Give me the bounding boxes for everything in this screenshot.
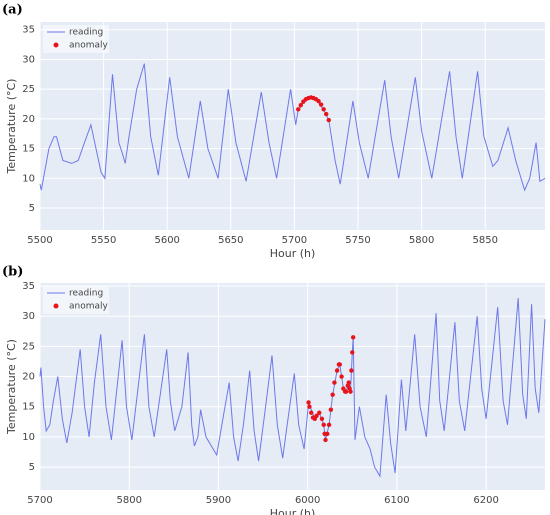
x-tick-label: 5700 xyxy=(282,235,307,246)
anomaly-point xyxy=(318,102,324,107)
anomaly-point xyxy=(316,98,321,104)
x-tick-label: 5800 xyxy=(116,495,141,506)
legend-swatch xyxy=(53,42,59,48)
y-tick-label: 30 xyxy=(22,54,35,65)
anomaly-point xyxy=(326,422,332,428)
y-tick-label: 25 xyxy=(22,84,35,95)
y-tick-label: 5 xyxy=(29,203,35,214)
anomaly-point xyxy=(332,380,337,385)
plot-background xyxy=(40,22,545,230)
y-tick-label: 25 xyxy=(22,341,35,352)
y-axis-title: Temperature (°C) xyxy=(5,339,18,435)
legend-swatch xyxy=(53,303,59,309)
anomaly-point xyxy=(296,107,301,112)
anomaly-point xyxy=(317,410,322,415)
anomaly-point xyxy=(326,117,331,123)
anomaly-point xyxy=(350,335,356,340)
anomaly-point xyxy=(330,392,335,397)
anomaly-point xyxy=(319,416,325,421)
y-tick-label: 20 xyxy=(22,372,35,383)
anomaly-point xyxy=(328,407,334,412)
x-tick-label: 5500 xyxy=(27,235,52,246)
anomaly-point xyxy=(349,368,354,373)
panel: (b) 5 10 15 20 25 30 35 5700 5800 5900 6000 6100 6200… xyxy=(2,265,546,515)
legend-label: anomaly xyxy=(69,302,109,312)
anomaly-point xyxy=(337,362,342,367)
x-tick-label: 6200 xyxy=(473,495,498,506)
panel-label: (b) xyxy=(2,265,23,280)
y-axis-title: Temperature (°C) xyxy=(5,79,18,175)
x-axis-title: Hour (h) xyxy=(270,247,316,260)
x-tick-label: 5550 xyxy=(91,235,116,246)
reading-line xyxy=(39,298,546,478)
x-tick-label: 5900 xyxy=(206,495,231,506)
y-tick-label: 20 xyxy=(22,114,35,125)
legend-box xyxy=(43,286,109,314)
legend-label: reading xyxy=(69,289,103,299)
x-tick-label: 5850 xyxy=(472,235,497,246)
x-tick-label: 5750 xyxy=(345,235,370,246)
x-tick-label: 6000 xyxy=(295,495,320,506)
anomaly-point xyxy=(339,374,344,379)
y-tick-label: 10 xyxy=(22,432,35,443)
anomaly-point xyxy=(323,437,328,443)
x-axis-title: Hour (h) xyxy=(270,507,316,515)
x-tick-label: 6100 xyxy=(384,495,409,506)
anomaly-point xyxy=(350,350,355,355)
y-tick-label: 10 xyxy=(22,173,35,184)
y-tick-label: 30 xyxy=(22,311,35,322)
anomaly-point xyxy=(321,422,326,428)
y-tick-label: 5 xyxy=(29,462,35,473)
anomaly-point xyxy=(321,107,326,112)
x-tick-label: 5650 xyxy=(218,235,243,246)
y-tick-label: 35 xyxy=(22,281,35,292)
y-tick-label: 35 xyxy=(22,25,35,36)
x-tick-label: 5800 xyxy=(409,235,434,246)
x-tick-label: 5700 xyxy=(27,495,52,506)
y-tick-label: 15 xyxy=(22,402,35,413)
anomaly-point xyxy=(325,431,330,437)
panel: (a) 5 10 15 20 25 30 35 5500 5550 5600 5650 5700 5750… xyxy=(2,3,546,260)
anomaly-point xyxy=(298,103,303,108)
legend-label: anomaly xyxy=(69,41,109,51)
anomaly-point xyxy=(348,389,353,394)
anomaly-point xyxy=(334,368,340,373)
legend-label: reading xyxy=(69,28,103,38)
y-tick-label: 15 xyxy=(22,144,35,155)
anomaly-point xyxy=(324,111,329,117)
anomaly-point xyxy=(309,410,314,415)
anomaly-point xyxy=(346,380,351,385)
anomaly-point xyxy=(343,389,349,394)
anomaly-point xyxy=(314,413,319,418)
legend-box xyxy=(43,25,109,53)
anomaly-point xyxy=(306,400,311,405)
anomaly-point xyxy=(307,404,312,409)
reading-line xyxy=(39,63,546,192)
panel-label: (a) xyxy=(2,3,23,18)
x-tick-label: 5600 xyxy=(154,235,179,246)
